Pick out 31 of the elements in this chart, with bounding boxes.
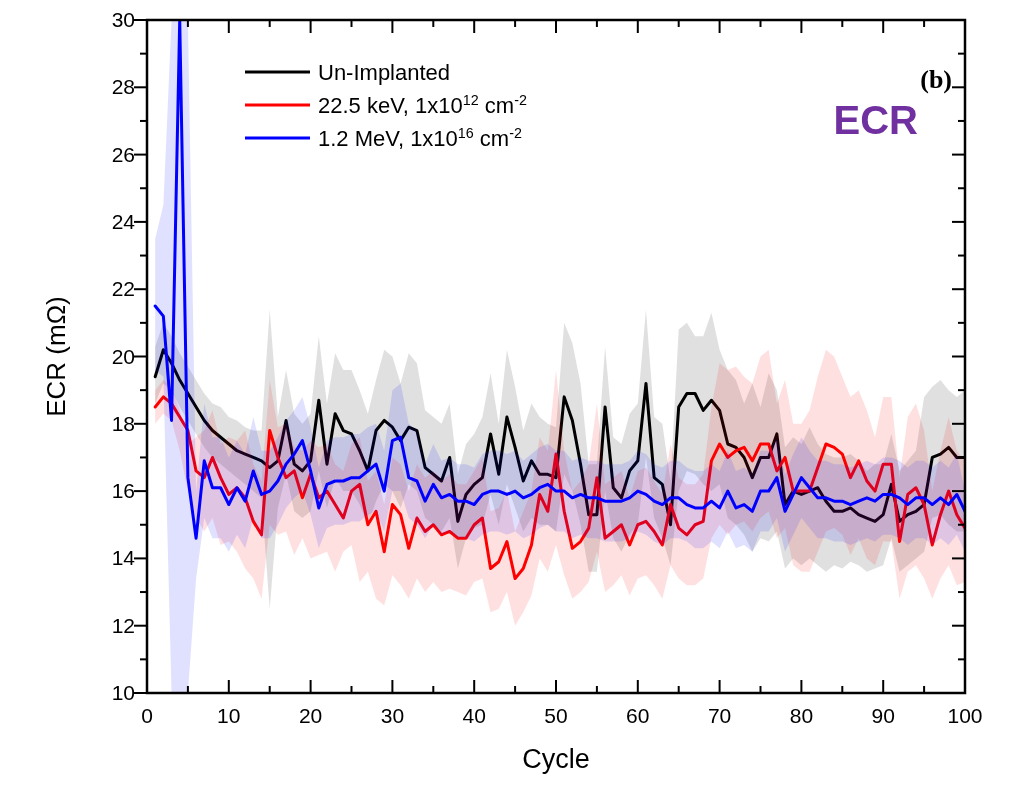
y-tick-label: 20 [111,344,135,368]
annotation: ECR [833,98,919,142]
x-tick-label: 90 [871,704,895,727]
legend-label: 22.5 keV, 1x10$^{12}$ cm$^{-2}$ [318,92,527,118]
x-tick-label: 40 [462,704,486,727]
y-axis-title: ECR (mΩ) [41,296,71,417]
y-tick-label: 22 [111,277,135,301]
x-axis-title: Cycle [522,744,590,774]
x-tick-label: 20 [298,704,323,727]
y-tick-label: 24 [111,209,136,233]
annotation: (b) [920,65,952,94]
x-tick-label: 60 [626,704,650,727]
x-tick-label: 70 [707,704,732,727]
y-tick-label: 14 [111,546,136,570]
y-tick-label: 28 [111,75,135,99]
y-tick-label: 26 [111,142,135,166]
y-tick-label: 30 [111,8,135,31]
line-series [153,395,965,581]
x-tick-label: 0 [141,704,153,727]
y-tick-label: 18 [111,411,135,435]
y-tick-label: 12 [111,613,135,637]
legend-label: 1.2 MeV, 1x10$^{16}$ cm$^{-2}$ [318,125,522,151]
x-tick-label: 30 [380,704,405,727]
x-tick-label: 100 [947,704,983,727]
line-series [153,20,965,540]
x-tick-label: 80 [789,704,814,727]
x-tick-label: 10 [217,704,241,727]
x-tick-label: 50 [544,704,568,727]
y-tick-label: 16 [111,479,135,503]
y-tick-label: 10 [111,681,135,704]
legend-label: Un-Implanted [318,60,451,85]
